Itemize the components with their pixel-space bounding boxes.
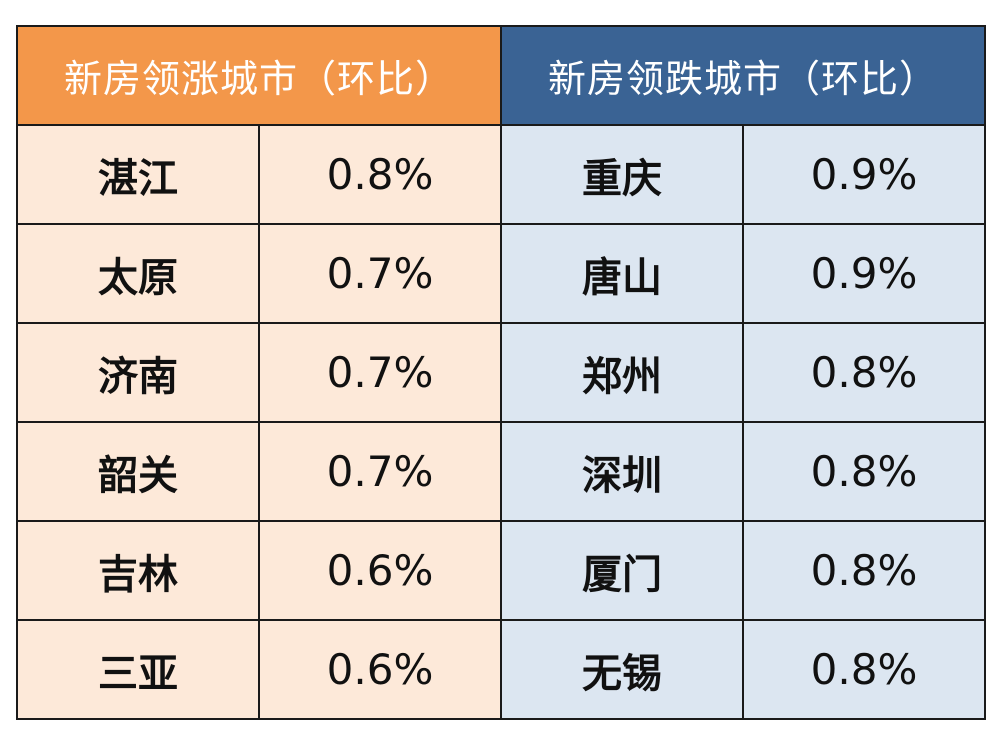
falling-city-name: 郑州: [500, 322, 745, 423]
city-price-table-container: 新房领涨城市（环比） 新房领跌城市（环比） 湛江 0.8% 重庆 0.9% 太原 0.7%…: [15, 25, 987, 720]
table-row: 太原 0.7% 唐山 0.9%: [16, 223, 987, 324]
falling-city-name: 无锡: [500, 619, 745, 720]
rising-city-value: 0.7%: [257, 322, 503, 423]
rising-city-value: 0.6%: [257, 520, 503, 621]
falling-city-value: 0.8%: [742, 520, 987, 621]
rising-city-value: 0.7%: [257, 223, 503, 324]
rising-city-value: 0.6%: [257, 619, 503, 720]
falling-city-value: 0.8%: [742, 322, 987, 423]
rising-city-name: 济南: [16, 322, 260, 423]
rising-city-name: 湛江: [16, 124, 260, 225]
falling-city-value: 0.9%: [742, 124, 987, 225]
table-row: 济南 0.7% 郑州 0.8%: [16, 322, 987, 423]
falling-city-value: 0.8%: [742, 619, 987, 720]
table-row: 韶关 0.7% 深圳 0.8%: [16, 421, 987, 522]
falling-city-value: 0.8%: [742, 421, 987, 522]
rising-city-name: 太原: [16, 223, 260, 324]
rising-cities-header: 新房领涨城市（环比）: [15, 25, 503, 126]
table-row: 湛江 0.8% 重庆 0.9%: [16, 124, 987, 225]
falling-city-name: 唐山: [500, 223, 745, 324]
falling-city-name: 厦门: [500, 520, 745, 621]
table-row: 吉林 0.6% 厦门 0.8%: [16, 520, 987, 621]
rising-city-value: 0.7%: [257, 421, 503, 522]
rising-city-name: 韶关: [16, 421, 260, 522]
falling-cities-header: 新房领跌城市（环比）: [500, 25, 987, 126]
rising-city-value: 0.8%: [257, 124, 503, 225]
table-row: 三亚 0.6% 无锡 0.8%: [16, 619, 987, 720]
rising-city-name: 三亚: [16, 619, 260, 720]
header-row: 新房领涨城市（环比） 新房领跌城市（环比）: [15, 25, 987, 126]
rising-city-name: 吉林: [16, 520, 260, 621]
city-price-table: 新房领涨城市（环比） 新房领跌城市（环比） 湛江 0.8% 重庆 0.9% 太原 0.7%…: [15, 25, 987, 720]
falling-city-value: 0.9%: [742, 223, 987, 324]
falling-city-name: 重庆: [500, 124, 745, 225]
falling-city-name: 深圳: [500, 421, 745, 522]
